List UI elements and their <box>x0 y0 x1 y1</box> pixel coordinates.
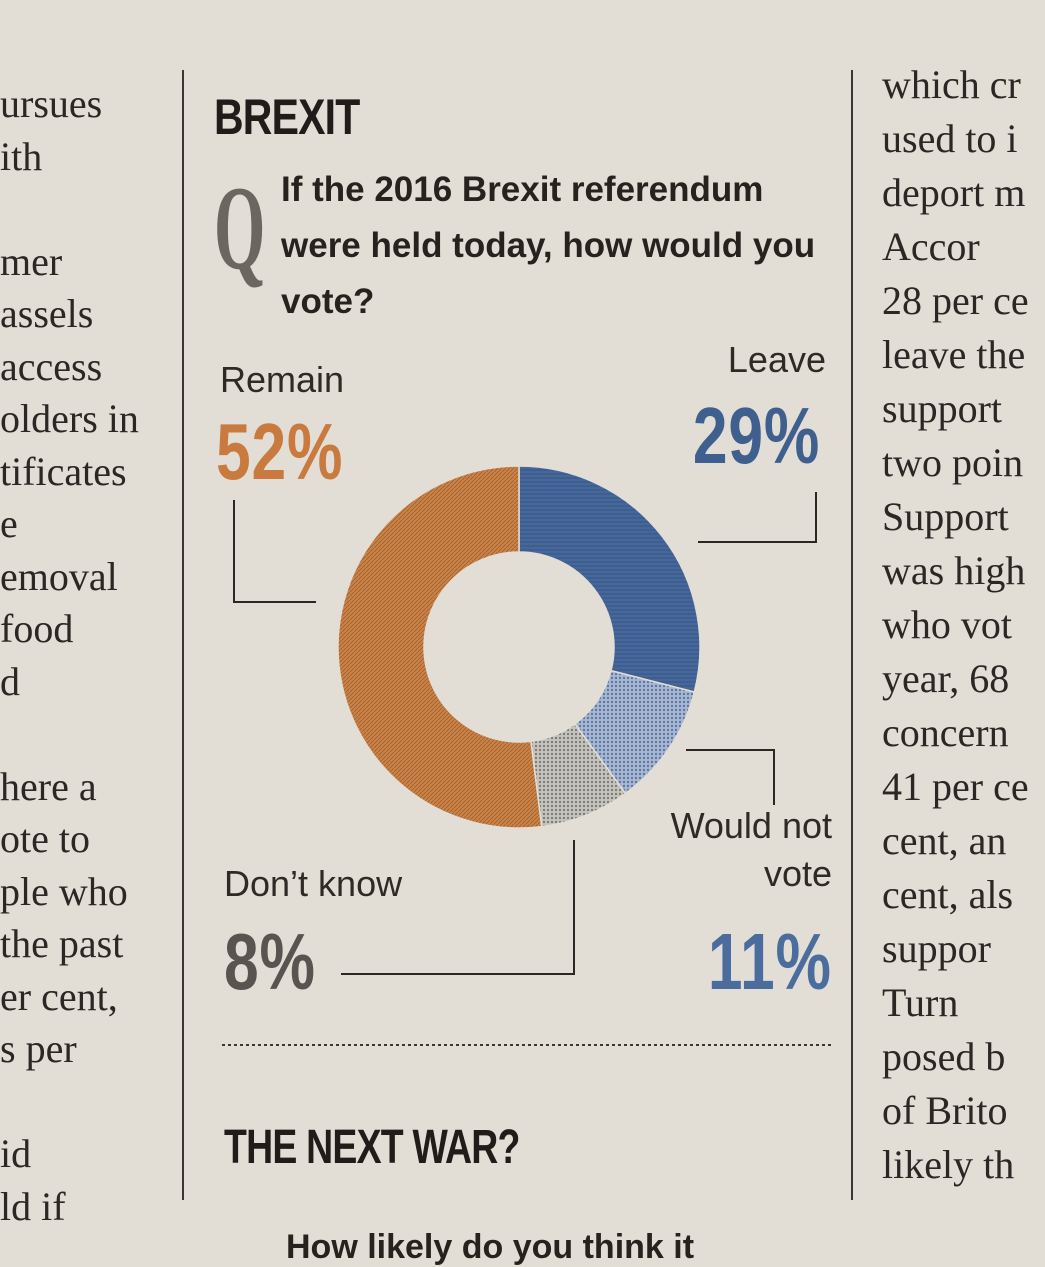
left-article-line: ursues <box>0 81 103 126</box>
right-article-line: support <box>882 386 1002 431</box>
right-article-line: two poin <box>882 440 1024 485</box>
right-article-column: which cr used to i deport m Accor 28 per ce… <box>882 58 1045 1246</box>
left-article-line: ple who <box>0 868 128 914</box>
right-article-line: deport m <box>882 170 1026 215</box>
left-article-line: e <box>0 501 18 546</box>
value-would-not-vote: 11% <box>708 917 832 1006</box>
left-article-line: assels <box>0 291 94 336</box>
right-article-line: 28 per ce <box>882 278 1029 323</box>
column-rule-left <box>182 70 184 1200</box>
brexit-poll-panel: BREXIT Q If the 2016 Brexit referendum w… <box>186 60 846 1266</box>
left-article-line: olders in <box>0 396 139 441</box>
left-article-line <box>0 1076 180 1129</box>
right-article-line: cent, an <box>882 818 1007 863</box>
question-mark-glyph: Q <box>214 161 266 294</box>
poll-question: If the 2016 Brexit referendum were held … <box>281 170 816 321</box>
right-article-line: suppor <box>882 926 991 971</box>
right-article-line: was high <box>882 548 1026 593</box>
right-article-line: year, 68 <box>882 656 1010 701</box>
leader-leave <box>698 492 817 543</box>
left-article-line: here a <box>0 763 97 809</box>
label-would-not-vote: Would not vote <box>670 805 832 894</box>
label-remain: Remain <box>220 359 345 400</box>
left-article-line: food <box>0 606 74 651</box>
left-article-line <box>0 183 180 236</box>
label-dont-know: Don’t know <box>224 863 403 904</box>
right-article-line: who vot <box>882 602 1012 647</box>
left-article-line: d <box>0 658 20 704</box>
right-article-line: Accor <box>882 224 980 269</box>
left-article-line: tificates <box>0 448 127 494</box>
next-poll-question: How likely do you think it <box>286 1228 695 1266</box>
next-section-title: THE NEXT WAR? <box>224 1121 520 1174</box>
left-article-line: the past <box>0 921 124 966</box>
left-article-line: id <box>0 1131 32 1176</box>
left-article-line: ld if <box>0 1183 66 1229</box>
right-article-line: Turn <box>882 980 959 1025</box>
left-article-line: access <box>0 343 103 389</box>
right-article-line: used to i <box>882 116 1018 161</box>
right-article-line: concern <box>882 710 1009 755</box>
value-remain: 52% <box>216 407 344 496</box>
left-article-line: emoval <box>0 553 118 599</box>
slice-remain <box>337 465 543 829</box>
value-leave: 29% <box>692 391 820 480</box>
donut-chart <box>222 465 831 1046</box>
right-article-line <box>882 1192 1045 1246</box>
right-article-line: of Brito <box>882 1088 1008 1133</box>
right-article-line: likely th <box>882 1142 1015 1187</box>
slice-leave <box>518 465 701 693</box>
right-article-line: 41 per ce <box>882 764 1029 809</box>
right-article-line: posed b <box>882 1034 1006 1079</box>
left-article-line: mer <box>0 238 63 284</box>
right-article-line: Support <box>882 494 1009 539</box>
label-leave: Leave <box>727 339 826 380</box>
column-rule-right <box>851 70 853 1200</box>
left-article-column: ursues ith mer assels access olders in tific… <box>0 78 180 1233</box>
right-article-line: cent, als <box>882 872 1014 917</box>
leader-would-not-vote <box>686 749 775 805</box>
leader-dont-know <box>341 840 575 975</box>
leader-remain <box>233 500 316 603</box>
left-article-line: ote to <box>0 816 90 861</box>
left-article-line: s per <box>0 1026 77 1071</box>
right-article-line: which cr <box>882 62 1021 107</box>
left-article-line: ith <box>0 133 43 179</box>
value-dont-know: 8% <box>224 917 316 1006</box>
right-article-line: leave the <box>882 332 1026 377</box>
left-article-line <box>0 708 180 761</box>
section-title: BREXIT <box>214 89 360 145</box>
left-article-line: er cent, <box>0 973 118 1019</box>
